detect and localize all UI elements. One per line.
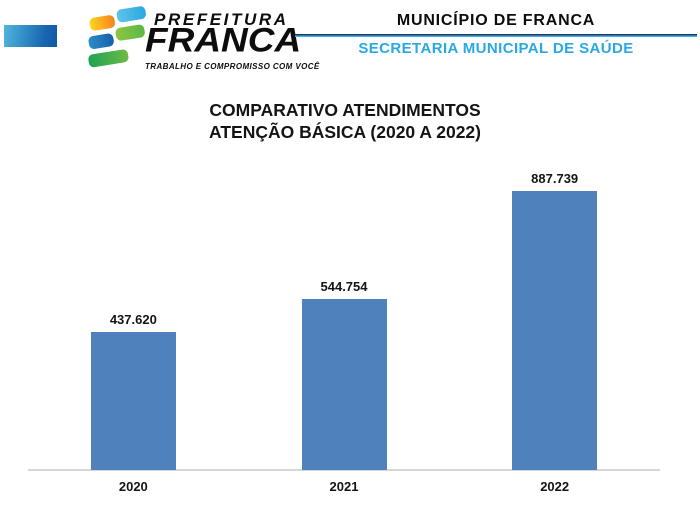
prefeitura-franca-logo: PREFEITURA FRANCA TRABALHO E COMPROMISSO… xyxy=(84,4,319,80)
blue-accent-bar xyxy=(4,25,57,47)
header-right: MUNICÍPIO DE FRANCA SECRETARIA MUNICIPAL… xyxy=(295,12,697,57)
logo-brand-top: PREFEITURA xyxy=(154,10,289,29)
chart-title-line2: ATENÇÃO BÁSICA (2020 A 2022) xyxy=(209,122,481,142)
value-label-2020: 437.620 xyxy=(109,312,157,327)
value-label-2021: 544.754 xyxy=(320,279,368,294)
bar-2021 xyxy=(301,299,387,470)
category-label-2022: 2022 xyxy=(540,479,570,494)
logo-brand-main: FRANCA xyxy=(145,21,302,59)
bar-2020 xyxy=(90,332,176,470)
value-label-2022: 887.739 xyxy=(531,171,579,186)
header-divider xyxy=(295,34,697,37)
category-label-2020: 2020 xyxy=(118,479,148,494)
logo-tagline: TRABALHO E COMPROMISSO COM VOCÊ xyxy=(145,62,320,71)
chart-title: COMPARATIVO ATENDIMENTOS ATENÇÃO BÁSICA … xyxy=(0,99,690,143)
bar-2022 xyxy=(512,191,598,470)
municipio-title: MUNICÍPIO DE FRANCA xyxy=(396,12,596,29)
secretaria-subtitle: SECRETARIA MUNICIPAL DE SAÚDE xyxy=(358,40,634,57)
category-label-2021: 2021 xyxy=(329,479,359,494)
franca-flag-icon xyxy=(88,6,146,68)
chart-title-line1: COMPARATIVO ATENDIMENTOS xyxy=(209,100,481,120)
x-axis-line xyxy=(28,469,660,471)
